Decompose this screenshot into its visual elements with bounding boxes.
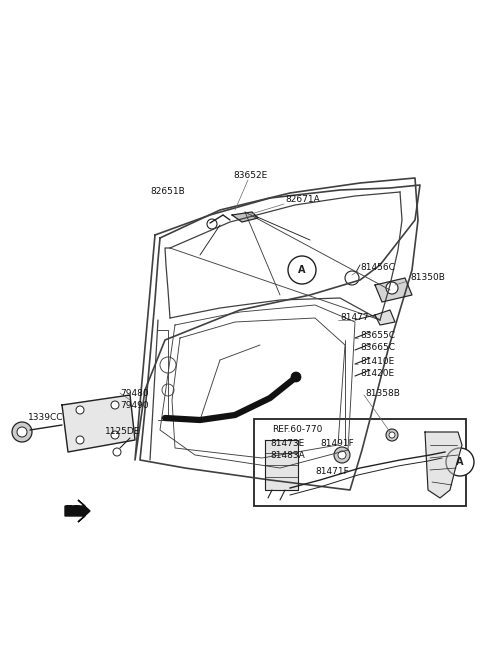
Circle shape xyxy=(111,431,119,439)
Polygon shape xyxy=(232,212,258,222)
Polygon shape xyxy=(375,310,395,325)
Text: 1339CC: 1339CC xyxy=(28,413,63,422)
Text: 81410E: 81410E xyxy=(360,358,394,367)
Text: 83655C: 83655C xyxy=(360,331,395,340)
Text: REF.60-770: REF.60-770 xyxy=(272,426,323,434)
Circle shape xyxy=(17,427,27,437)
Circle shape xyxy=(111,401,119,409)
Circle shape xyxy=(76,436,84,444)
Circle shape xyxy=(288,256,316,284)
Polygon shape xyxy=(65,500,90,522)
Text: 81473E: 81473E xyxy=(270,440,304,449)
Text: 81491F: 81491F xyxy=(320,440,354,449)
Text: 79480: 79480 xyxy=(120,388,149,398)
Circle shape xyxy=(291,372,301,382)
Text: A: A xyxy=(298,265,306,275)
Circle shape xyxy=(338,451,346,459)
Text: 81477: 81477 xyxy=(340,314,369,323)
Text: 81483A: 81483A xyxy=(270,451,305,461)
Circle shape xyxy=(386,282,398,294)
Polygon shape xyxy=(425,432,462,498)
Text: FR.: FR. xyxy=(65,504,88,516)
Circle shape xyxy=(386,429,398,441)
Text: 81350B: 81350B xyxy=(410,274,445,283)
FancyBboxPatch shape xyxy=(267,420,361,439)
Circle shape xyxy=(12,422,32,442)
Text: 79490: 79490 xyxy=(120,401,149,409)
Text: 83652E: 83652E xyxy=(233,171,267,180)
Circle shape xyxy=(113,448,121,456)
Circle shape xyxy=(76,406,84,414)
Circle shape xyxy=(334,447,350,463)
Text: 81456C: 81456C xyxy=(360,264,395,272)
Text: 82651B: 82651B xyxy=(150,188,185,197)
Polygon shape xyxy=(265,440,298,490)
Text: 81471F: 81471F xyxy=(315,468,349,476)
FancyBboxPatch shape xyxy=(254,419,466,506)
Text: 81358B: 81358B xyxy=(365,388,400,398)
Text: 1125DE: 1125DE xyxy=(105,428,140,436)
Text: A: A xyxy=(456,457,464,467)
Polygon shape xyxy=(375,278,412,302)
Text: 82671A: 82671A xyxy=(285,195,320,205)
Circle shape xyxy=(446,448,474,476)
Text: 81420E: 81420E xyxy=(360,369,394,379)
Text: 83665C: 83665C xyxy=(360,344,395,352)
Circle shape xyxy=(389,432,395,438)
Polygon shape xyxy=(62,395,135,452)
